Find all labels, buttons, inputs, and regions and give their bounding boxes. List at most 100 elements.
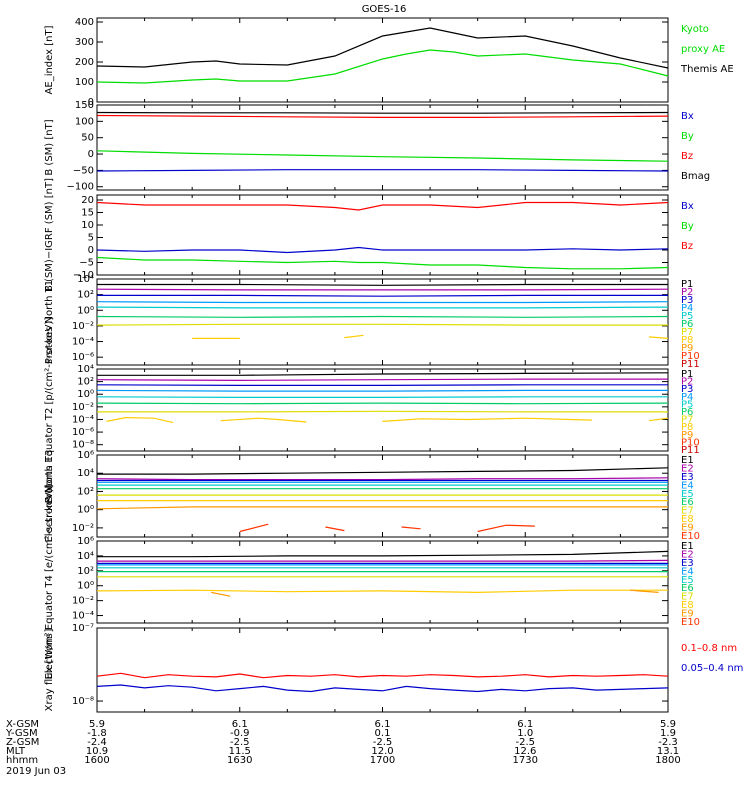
y-tick-label: 10⁴ xyxy=(77,551,94,562)
y-tick-label: 5 xyxy=(88,233,94,244)
ephemeris-value: -2.5 xyxy=(515,737,535,748)
legend-entry: E1 xyxy=(681,541,694,552)
ephemeris-value: 1630 xyxy=(227,755,252,766)
ephemeris-value: 1730 xyxy=(513,755,538,766)
y-tick-label: −100 xyxy=(67,182,94,193)
y-tick-label: 10⁻² xyxy=(72,523,94,534)
y-tick-label: 100 xyxy=(75,77,94,88)
legend-entry: E8 xyxy=(681,514,694,525)
series-line xyxy=(97,410,668,413)
ephemeris-value: 12.0 xyxy=(371,746,393,757)
legend-entry: E4 xyxy=(681,480,694,491)
series-line xyxy=(97,372,669,376)
y-tick-label: −10 xyxy=(73,270,94,281)
series-segment xyxy=(106,416,174,424)
panel-8: 10⁻⁷ 10⁻⁸ Xray flux [W/m²] 0.1–0.8 nm 0.05–0… xyxy=(44,623,743,713)
series-segment xyxy=(648,417,669,422)
legend-entry: E7 xyxy=(681,592,694,603)
y-axis-label: B (SM) [nT] xyxy=(44,119,55,175)
legend-entry: E1 xyxy=(681,455,694,466)
y-tick-label: 100 xyxy=(75,116,94,127)
legend-entry: P3 xyxy=(681,295,693,306)
y-tick-label: 10⁰ xyxy=(77,581,94,592)
series-line xyxy=(96,150,669,162)
y-tick-label: 10⁻⁶ xyxy=(72,352,94,363)
series-segment xyxy=(382,417,592,422)
y-tick-label: 10⁶ xyxy=(77,450,94,461)
legend-entry: P10 xyxy=(681,351,700,362)
series-line xyxy=(97,294,668,297)
panel-2: 150 100 50 0 −50 −100 B (SM) [nT] Bx By Bz Bmag xyxy=(44,100,710,193)
series-line xyxy=(96,315,669,318)
series-line xyxy=(96,169,669,172)
ephemeris-value: 10.9 xyxy=(86,746,108,757)
y-tick-label: 10⁻⁸ xyxy=(72,440,94,451)
ephemeris-value: -2.4 xyxy=(87,737,107,748)
legend-entry: E3 xyxy=(681,558,694,569)
ephemeris-row-label: Z-GSM xyxy=(6,737,39,748)
series-segment xyxy=(477,524,535,533)
series-line xyxy=(96,506,668,510)
series-line xyxy=(96,378,668,382)
y-tick-label: −5 xyxy=(79,258,94,269)
ephemeris-row-label: Y-GSM xyxy=(5,728,38,739)
series-segment xyxy=(648,336,669,339)
y-tick-label: 10⁻⁶ xyxy=(72,427,94,438)
legend-entry: E3 xyxy=(681,472,694,483)
y-tick-label: 10⁻² xyxy=(72,321,94,332)
legend-entry: P9 xyxy=(681,343,693,354)
y-tick-label: 10⁰ xyxy=(77,305,94,316)
legend-entry: E2 xyxy=(681,549,694,560)
y-tick-label: 10² xyxy=(77,566,94,577)
series-line xyxy=(96,396,668,398)
legend-entry: P1 xyxy=(681,369,693,380)
series-segment xyxy=(344,334,364,339)
legend-entry: P11 xyxy=(681,359,700,370)
legend-entry: P2 xyxy=(681,377,693,388)
legend-entry: E4 xyxy=(681,566,694,577)
legend-entry: E2 xyxy=(681,463,694,474)
legend-entry: P1 xyxy=(681,279,693,290)
series-segment xyxy=(211,591,231,597)
legend-entry: P6 xyxy=(681,319,693,330)
legend-entry: E5 xyxy=(681,575,694,586)
series-line xyxy=(97,550,669,558)
y-tick-label: 10² xyxy=(77,377,94,388)
legend-entry: By xyxy=(681,131,694,142)
y-tick-label: 10⁴ xyxy=(77,364,94,375)
y-axis-label: Electrons Equator T4 [e/(cm²-s-sr-keV)] xyxy=(44,484,55,679)
y-tick-label: 10⁰ xyxy=(77,389,94,400)
legend-entry: P5 xyxy=(681,311,693,322)
y-tick-label: 400 xyxy=(75,17,94,28)
panel-6: 10⁶ 10⁴ 10² 10⁰ 10⁻² Electrons North T3 E1E2E3… xyxy=(44,449,700,542)
y-tick-label: 20 xyxy=(81,195,94,206)
ephemeris-value: -1.8 xyxy=(87,728,107,739)
y-tick-label: 10⁻² xyxy=(72,402,94,413)
legend-entry: E7 xyxy=(681,506,694,517)
ephemeris-row-label: X-GSM xyxy=(6,719,39,730)
series-line xyxy=(96,201,669,211)
ephemeris-value: 6.1 xyxy=(517,719,533,730)
series-line xyxy=(96,288,669,291)
ephemeris-value: 1600 xyxy=(84,755,109,766)
ephemeris-value: 5.9 xyxy=(89,719,105,730)
legend-entry: E6 xyxy=(681,497,694,508)
series-line xyxy=(96,111,669,114)
legend-entry: E10 xyxy=(681,531,700,542)
legend-entry: Themis AE xyxy=(680,64,734,75)
series-line xyxy=(96,246,669,254)
legend-entry: Bx xyxy=(681,111,694,122)
ephemeris-value: 0.1 xyxy=(375,728,391,739)
y-axis-label: Protons Equator T2 [p/(cm²-s-sr-keV)] xyxy=(44,317,55,504)
legend-entry: P4 xyxy=(681,303,693,314)
series-line xyxy=(96,256,669,270)
ephemeris-value: 12.6 xyxy=(514,746,536,757)
ephemeris-row-label: hhmm xyxy=(6,755,38,766)
legend-entry: P8 xyxy=(681,335,693,346)
series-line xyxy=(96,389,668,392)
panel-frame xyxy=(96,540,669,624)
legend-entry: Kyoto xyxy=(681,24,709,35)
plot-title: GOES-16 xyxy=(362,4,407,15)
